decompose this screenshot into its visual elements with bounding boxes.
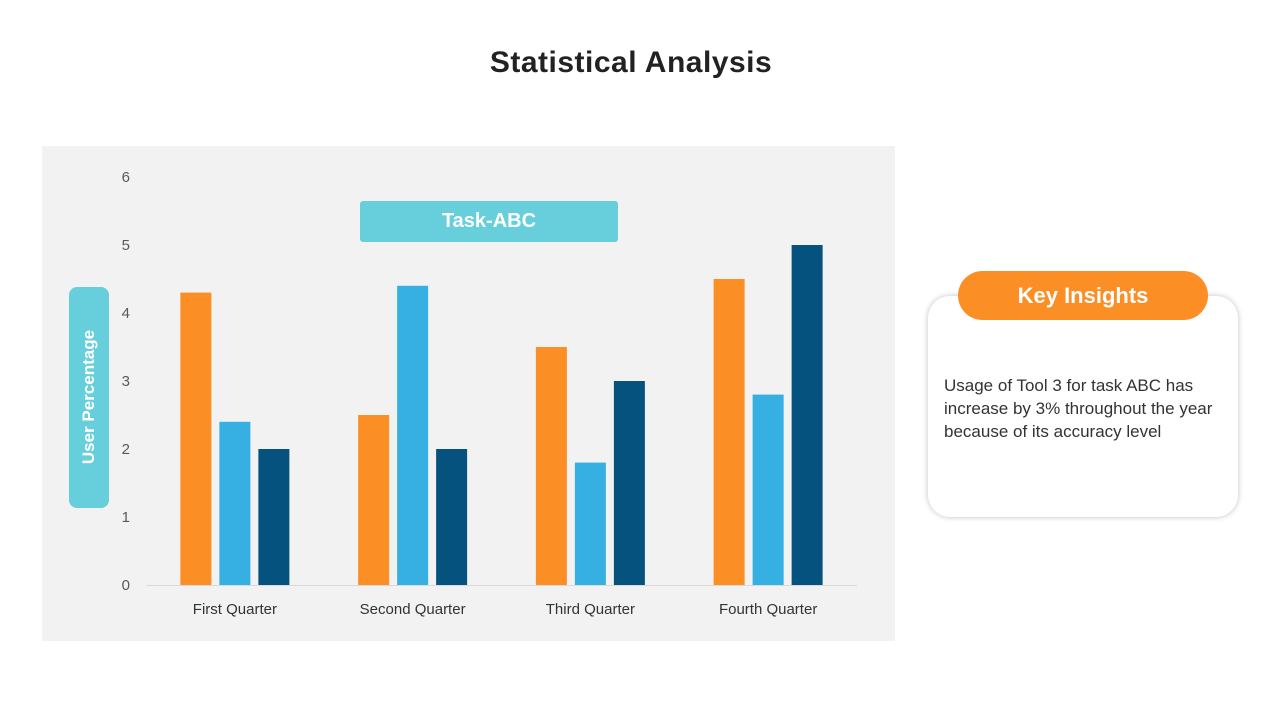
bar xyxy=(791,245,823,585)
chart-panel: 0 1 2 3 4 5 6 First Quarter Second Quarter Third … xyxy=(42,146,895,641)
bar xyxy=(752,394,784,585)
x-tick-label: Second Quarter xyxy=(360,601,466,618)
y-axis-label-pill xyxy=(69,287,109,508)
y-tick-label: 5 xyxy=(122,237,130,254)
y-tick-label: 3 xyxy=(122,373,130,390)
key-insights-card xyxy=(928,296,1238,517)
y-tick-label: 4 xyxy=(122,305,130,322)
key-insights-text: Usage of Tool 3 for task ABC has increas… xyxy=(944,376,1213,441)
bar xyxy=(535,347,567,585)
y-tick-label: 2 xyxy=(122,441,130,458)
chart-title: Task-ABC xyxy=(360,201,618,242)
x-tick-label: First Quarter xyxy=(193,601,277,618)
bar xyxy=(436,449,468,585)
x-tick-label: Third Quarter xyxy=(546,601,635,618)
bar xyxy=(258,449,290,585)
bar xyxy=(219,421,251,585)
y-axis-label: User Percentage xyxy=(79,329,98,465)
bar xyxy=(358,415,390,585)
bar xyxy=(613,381,645,585)
y-tick-label: 1 xyxy=(122,509,130,526)
slide-title: Statistical Analysis xyxy=(489,46,773,79)
y-tick-label: 0 xyxy=(122,577,130,594)
bar xyxy=(180,292,212,585)
bar-chart: 0 1 2 3 4 5 6 First Quarter Second Quarter Third … xyxy=(122,169,857,618)
y-tick-label: 6 xyxy=(122,169,130,186)
x-tick-label: Fourth Quarter xyxy=(719,601,817,618)
bar xyxy=(574,462,606,585)
key-insights-header: Key Insights xyxy=(958,271,1208,320)
bar xyxy=(397,285,429,585)
bar xyxy=(713,279,745,585)
